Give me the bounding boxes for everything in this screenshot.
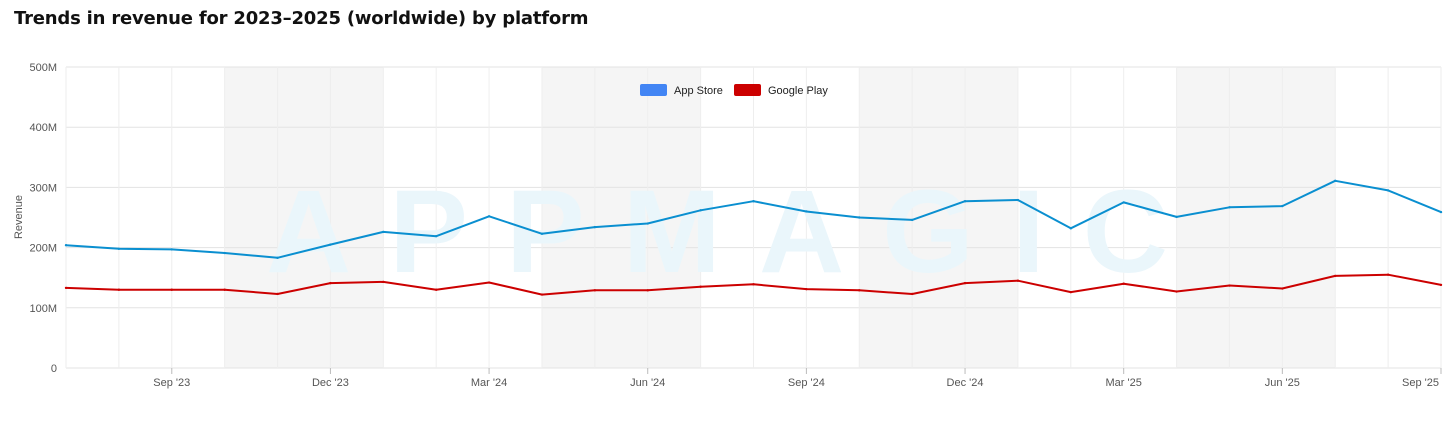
y-tick-label: 100M (29, 303, 57, 315)
y-tick-label: 400M (29, 122, 57, 134)
legend-label: App Store (674, 85, 723, 97)
data-point[interactable] (329, 281, 332, 285)
data-point[interactable] (858, 289, 861, 292)
legend-swatch (640, 84, 667, 96)
data-point[interactable] (276, 292, 279, 296)
data-point[interactable] (540, 293, 544, 296)
data-point[interactable] (963, 200, 967, 203)
x-tick-label: Jun '24 (630, 377, 665, 389)
data-point[interactable] (1175, 290, 1178, 293)
data-point[interactable] (699, 285, 702, 288)
x-tick-label: Dec '23 (312, 377, 349, 389)
x-tick-label: Sep '24 (788, 377, 825, 389)
legend-label: Google Play (768, 85, 828, 97)
x-tick-label: Sep '23 (153, 377, 190, 389)
data-point[interactable] (487, 281, 491, 284)
data-point[interactable] (64, 243, 68, 247)
watermark-logo: APPMAGIC (266, 166, 1206, 298)
data-point[interactable] (699, 209, 702, 212)
data-point[interactable] (1016, 198, 1020, 202)
data-point[interactable] (1228, 206, 1231, 209)
legend-item-google-play[interactable]: Google Play (734, 84, 828, 97)
data-point[interactable] (646, 289, 649, 292)
data-point[interactable] (170, 248, 173, 251)
data-point[interactable] (1175, 215, 1178, 219)
legend-item-app-store[interactable]: App Store (640, 84, 723, 97)
data-point[interactable] (1334, 179, 1337, 182)
data-point[interactable] (593, 225, 597, 229)
data-point[interactable] (329, 243, 332, 246)
chart-legend[interactable]: App Store Google Play (640, 84, 828, 97)
y-tick-label: 500M (29, 62, 57, 74)
data-point[interactable] (805, 287, 808, 291)
data-point[interactable] (1016, 279, 1020, 282)
data-point[interactable] (1122, 201, 1125, 204)
data-point[interactable] (1281, 287, 1284, 290)
quarter-band (859, 67, 1018, 368)
data-point[interactable] (1439, 210, 1443, 214)
legend-swatch (734, 84, 761, 96)
data-point[interactable] (117, 288, 121, 291)
chart-title: Trends in revenue for 2023–2025 (worldwi… (14, 8, 589, 29)
series-google-play[interactable] (64, 273, 1443, 296)
data-point[interactable] (1439, 283, 1443, 287)
data-point[interactable] (487, 215, 491, 218)
data-point[interactable] (170, 288, 173, 291)
data-point[interactable] (910, 218, 914, 222)
data-point[interactable] (117, 247, 121, 251)
data-point[interactable] (1122, 282, 1125, 285)
data-point[interactable] (593, 289, 597, 292)
data-point[interactable] (1069, 290, 1073, 294)
data-point[interactable] (1281, 204, 1284, 208)
data-point[interactable] (382, 230, 385, 234)
data-point[interactable] (382, 280, 385, 284)
data-point[interactable] (1386, 189, 1390, 192)
data-point[interactable] (1386, 273, 1390, 276)
data-point[interactable] (540, 232, 544, 235)
x-tick-label: Jun '25 (1265, 377, 1300, 389)
data-point[interactable] (64, 286, 68, 290)
data-point[interactable] (434, 234, 438, 238)
y-axis-label: Revenue (13, 195, 25, 239)
data-point[interactable] (963, 281, 967, 285)
x-tick-label: Sep '25 (1402, 377, 1439, 389)
data-point[interactable] (752, 200, 755, 203)
data-point[interactable] (223, 288, 226, 291)
data-point[interactable] (805, 210, 808, 213)
quarter-band (224, 67, 384, 368)
data-point[interactable] (1069, 227, 1073, 230)
series-app-store[interactable] (64, 179, 1443, 260)
data-point[interactable] (1228, 284, 1231, 287)
y-tick-label: 300M (29, 182, 57, 194)
data-point[interactable] (434, 288, 438, 291)
data-point[interactable] (752, 283, 755, 286)
data-point[interactable] (910, 292, 914, 296)
data-point[interactable] (1334, 274, 1337, 278)
x-tick-label: Mar '24 (471, 377, 507, 389)
data-point[interactable] (646, 222, 649, 225)
x-tick-label: Dec '24 (947, 377, 984, 389)
y-tick-label: 200M (29, 243, 57, 255)
quarter-band (1176, 67, 1336, 368)
data-point[interactable] (223, 251, 226, 255)
x-tick-label: Mar '25 (1106, 377, 1142, 389)
y-tick-label: 0 (51, 363, 57, 375)
data-point[interactable] (276, 256, 279, 260)
data-point[interactable] (858, 216, 861, 219)
